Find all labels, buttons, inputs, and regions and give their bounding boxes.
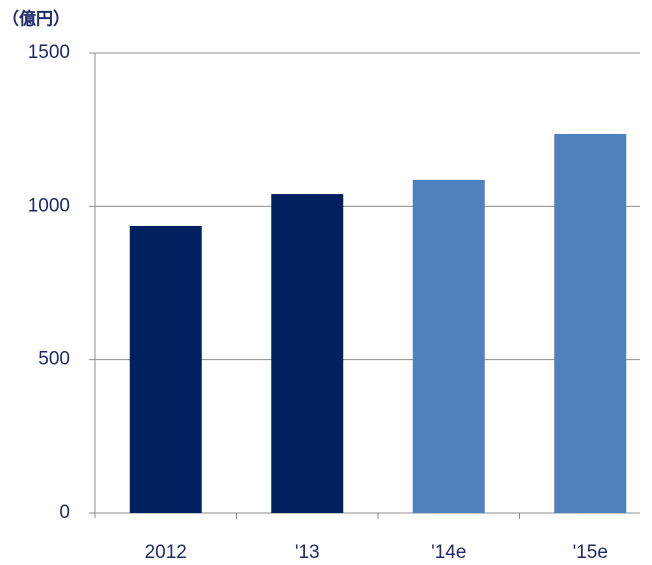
y-tick-label: 1500	[28, 42, 70, 63]
x-tick-label: 2012	[145, 542, 187, 563]
x-tick-label: '14e	[431, 542, 466, 563]
y-tick-label: 1000	[28, 195, 70, 216]
bar	[554, 133, 627, 513]
y-tick-label: 500	[38, 349, 70, 370]
x-tick-label: '15e	[573, 542, 608, 563]
y-tick-label: 0	[59, 502, 70, 523]
unit-label: （億円）	[2, 8, 70, 28]
x-tick-label: '13	[295, 542, 320, 563]
bar	[412, 179, 485, 513]
bar	[271, 194, 344, 514]
bar	[129, 225, 202, 513]
